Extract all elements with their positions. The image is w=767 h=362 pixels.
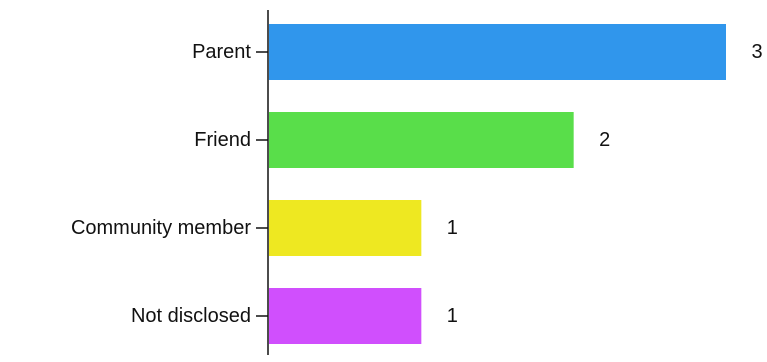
data-label: 1 (447, 305, 458, 327)
data-label: 2 (599, 129, 610, 151)
data-label: 3 (751, 41, 762, 63)
bar (269, 288, 422, 344)
bar (269, 112, 574, 168)
category-label: Parent (192, 41, 251, 63)
bar (269, 200, 422, 256)
category-label: Community member (71, 217, 251, 239)
bar (269, 24, 726, 80)
category-label: Friend (194, 129, 251, 151)
data-label: 1 (447, 217, 458, 239)
category-label: Not disclosed (131, 305, 251, 327)
